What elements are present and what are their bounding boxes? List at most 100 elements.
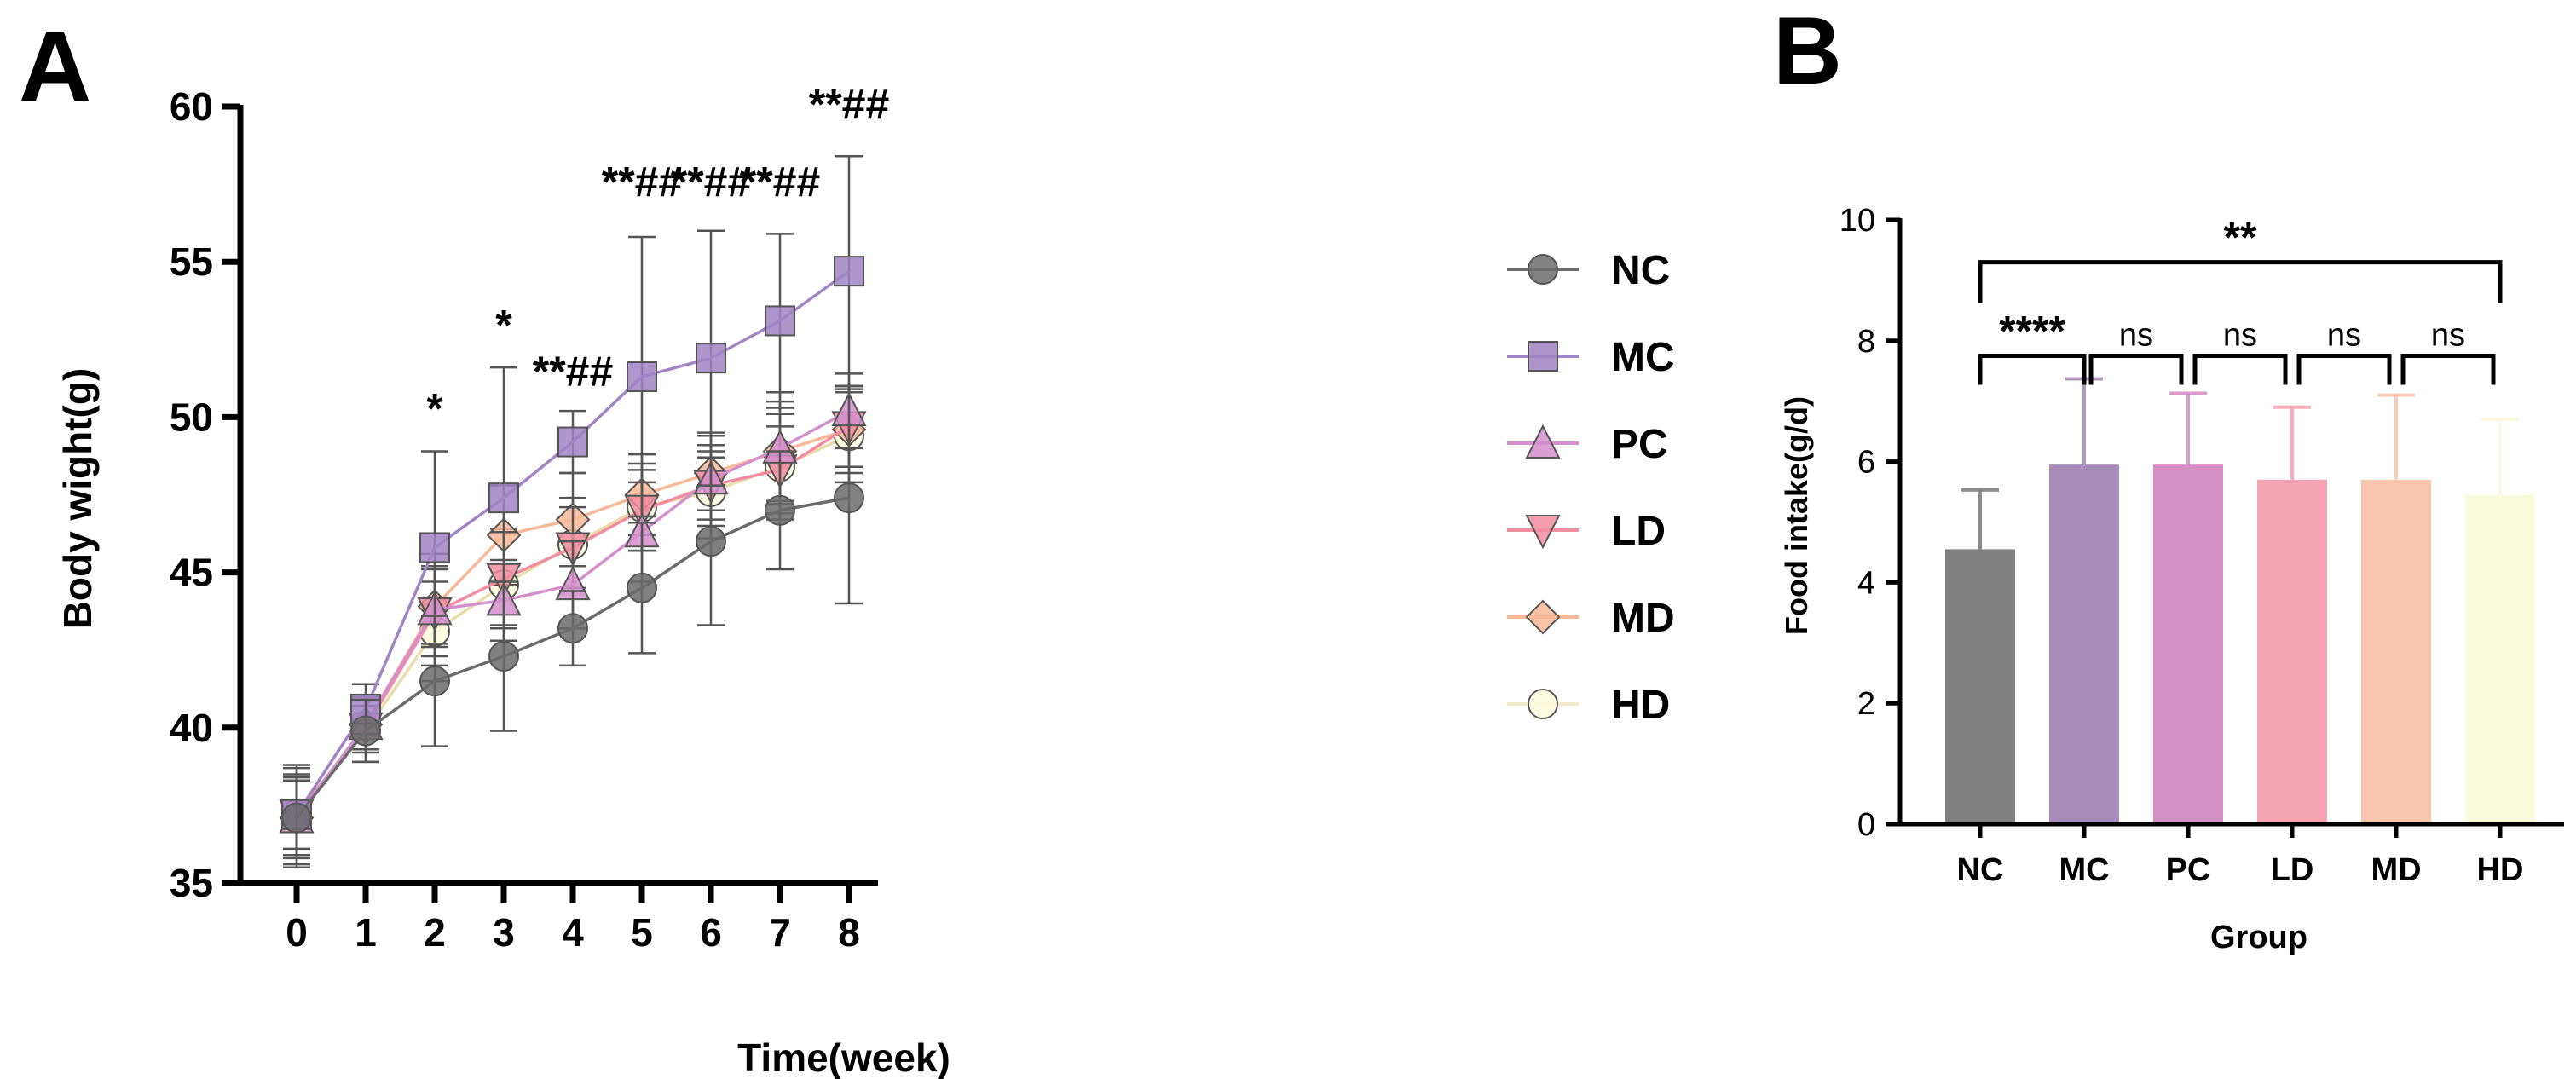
y-axis-label-a: Body wight(g) xyxy=(55,368,100,630)
x-tick-label-b: MD xyxy=(2371,852,2421,888)
bracket-label: ** xyxy=(2224,214,2257,262)
x-tick-label-a: 7 xyxy=(769,910,791,955)
y-axis-label-b: Food intake(g/d) xyxy=(1779,396,1814,635)
bar-hd xyxy=(2465,494,2535,824)
bar-mc xyxy=(2049,464,2119,824)
x-tick-label-a: 3 xyxy=(493,910,515,955)
legend-label-hd: HD xyxy=(1611,683,1670,728)
bar-nc xyxy=(1945,549,2015,824)
data-point-mc xyxy=(696,343,726,374)
comparison-bracket: ** xyxy=(1978,214,2503,303)
legend-marker-mc xyxy=(1528,341,1558,372)
x-tick-label-a: 1 xyxy=(355,910,377,955)
y-tick-label-a: 35 xyxy=(170,861,213,905)
data-point-mc xyxy=(834,256,864,287)
y-tick-label-b: 4 xyxy=(1857,565,1875,601)
series-nc xyxy=(281,390,864,869)
x-tick-label-b: NC xyxy=(1957,852,2004,888)
x-tick-label-b: MC xyxy=(2059,852,2109,888)
legend-label-pc: PC xyxy=(1611,422,1668,467)
legend-label-mc: MC xyxy=(1611,335,1675,380)
y-tick-label-b: 2 xyxy=(1857,686,1875,722)
bracket-line xyxy=(2400,354,2496,385)
significance-annotation-a: **## xyxy=(602,159,683,206)
bracket-line xyxy=(2088,354,2184,385)
data-point-mc xyxy=(557,426,588,458)
legend-label-md: MD xyxy=(1611,596,1675,641)
data-point-mc xyxy=(627,361,657,393)
legend-marker-nc xyxy=(1528,254,1558,285)
y-tick-label-a: 45 xyxy=(170,551,213,595)
bar-ld xyxy=(2257,479,2327,824)
data-point-nc xyxy=(696,526,726,557)
y-tick-label-b: 0 xyxy=(1857,807,1875,843)
significance-annotation-a: **## xyxy=(740,159,821,206)
comparison-bracket: **** xyxy=(1978,308,2087,385)
data-point-mc xyxy=(419,532,450,563)
y-tick-label-a: 55 xyxy=(170,239,213,284)
y-tick-label-a: 60 xyxy=(170,84,213,129)
legend-marker-pc xyxy=(1525,424,1561,459)
bracket-label: **** xyxy=(1999,308,2065,355)
data-point-nc xyxy=(627,572,657,603)
bar-pc xyxy=(2153,464,2223,824)
comparison-bracket: ns xyxy=(2296,318,2392,385)
legend-label-nc: NC xyxy=(1611,248,1670,293)
bracket-line xyxy=(2192,354,2288,385)
panel-b-label: B xyxy=(1773,0,1842,104)
data-point-nc xyxy=(419,666,450,697)
x-axis-label-a: Time(week) xyxy=(737,1036,950,1079)
legend-item-md: MD xyxy=(1507,596,1675,641)
x-tick-label-a: 2 xyxy=(424,910,446,955)
legend-label-ld: LD xyxy=(1611,509,1666,554)
x-tick-label-b: HD xyxy=(2477,852,2524,888)
legend-marker-hd xyxy=(1528,689,1558,719)
bracket-label: ns xyxy=(2119,318,2153,354)
legend-marker-ld xyxy=(1525,515,1561,550)
significance-annotation-a: **## xyxy=(533,348,614,395)
bracket-line xyxy=(1978,354,2087,385)
y-tick-label-a: 50 xyxy=(170,395,213,439)
x-tick-label-a: 4 xyxy=(562,910,584,955)
x-tick-label-a: 8 xyxy=(838,910,860,955)
y-tick-label-a: 40 xyxy=(170,706,213,750)
panel-a-label: A xyxy=(19,10,91,123)
bracket-label: ns xyxy=(2431,318,2465,354)
bracket-label: ns xyxy=(2327,318,2361,354)
data-point-nc xyxy=(765,494,795,526)
bracket-label: ns xyxy=(2223,318,2257,354)
data-point-nc xyxy=(488,640,519,672)
x-tick-label-a: 0 xyxy=(286,910,308,955)
y-tick-label-b: 10 xyxy=(1840,203,1875,239)
x-tick-label-a: 6 xyxy=(700,910,722,955)
significance-annotation-a: * xyxy=(495,301,512,349)
legend-item-pc: PC xyxy=(1507,422,1668,467)
y-tick-label-b: 8 xyxy=(1857,324,1875,360)
x-tick-label-a: 5 xyxy=(631,910,653,955)
data-point-mc xyxy=(765,305,795,337)
comparison-bracket: ns xyxy=(2192,318,2288,385)
x-tick-label-b: LD xyxy=(2271,852,2314,888)
legend-item-hd: HD xyxy=(1507,683,1670,728)
comparison-bracket: ns xyxy=(2088,318,2184,385)
bracket-line xyxy=(2296,354,2392,385)
x-axis-label-b: Group xyxy=(2210,920,2307,955)
comparison-bracket: ns xyxy=(2400,318,2496,385)
data-point-nc xyxy=(350,715,381,747)
bar-chart-food-intake: Food intake(g/d) Group 0 2 4 6 8 10 NC MC PC LD MD… xyxy=(1779,203,2564,955)
legend-marker-md xyxy=(1525,599,1561,635)
data-point-nc xyxy=(281,802,312,834)
significance-annotation-a: * xyxy=(426,385,443,433)
legend-item-mc: MC xyxy=(1507,335,1675,380)
significance-annotation-a: **## xyxy=(671,159,752,206)
bar-md xyxy=(2361,479,2431,824)
legend-item-ld: LD xyxy=(1507,509,1666,554)
y-tick-label-b: 6 xyxy=(1857,445,1875,481)
data-point-nc xyxy=(834,482,864,514)
bracket-line xyxy=(1978,260,2503,303)
x-tick-label-b: PC xyxy=(2166,852,2211,888)
significance-annotation-a: **## xyxy=(809,81,890,129)
legend-item-nc: NC xyxy=(1507,248,1670,293)
